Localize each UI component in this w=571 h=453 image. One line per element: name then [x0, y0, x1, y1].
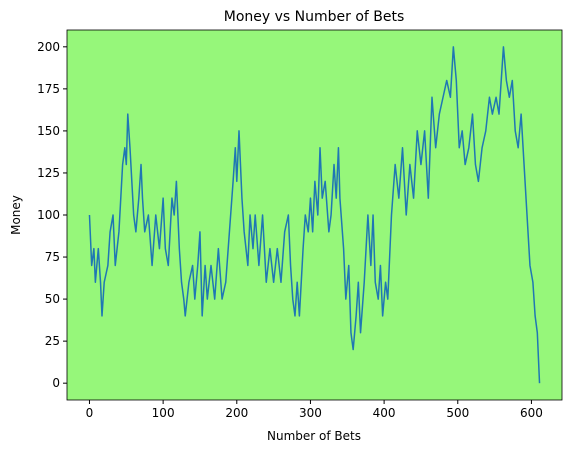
- y-tick-label: 75: [45, 250, 60, 264]
- y-tick-label: 200: [37, 40, 60, 54]
- y-tick-label: 100: [37, 208, 60, 222]
- x-tick-label: 500: [446, 406, 469, 420]
- y-tick-label: 125: [37, 166, 60, 180]
- y-tick-label: 50: [45, 292, 60, 306]
- x-tick-label: 200: [225, 406, 248, 420]
- y-tick-label: 0: [52, 376, 60, 390]
- chart-title: Money vs Number of Bets: [224, 9, 405, 25]
- x-tick-label: 400: [373, 406, 396, 420]
- x-tick-label: 100: [152, 406, 175, 420]
- data-line: [88, 46, 541, 384]
- x-tick-label: 0: [86, 406, 94, 420]
- plot-area: [67, 30, 562, 400]
- x-tick-label: 300: [299, 406, 322, 420]
- y-tick-label: 175: [37, 82, 60, 96]
- axes-frame: [66, 29, 563, 401]
- x-axis-label: Number of Bets: [267, 429, 361, 443]
- y-axis-label: Money: [9, 195, 23, 235]
- y-tick-label: 25: [45, 334, 60, 348]
- x-tick-label: 600: [520, 406, 543, 420]
- y-tick-label: 150: [37, 124, 60, 138]
